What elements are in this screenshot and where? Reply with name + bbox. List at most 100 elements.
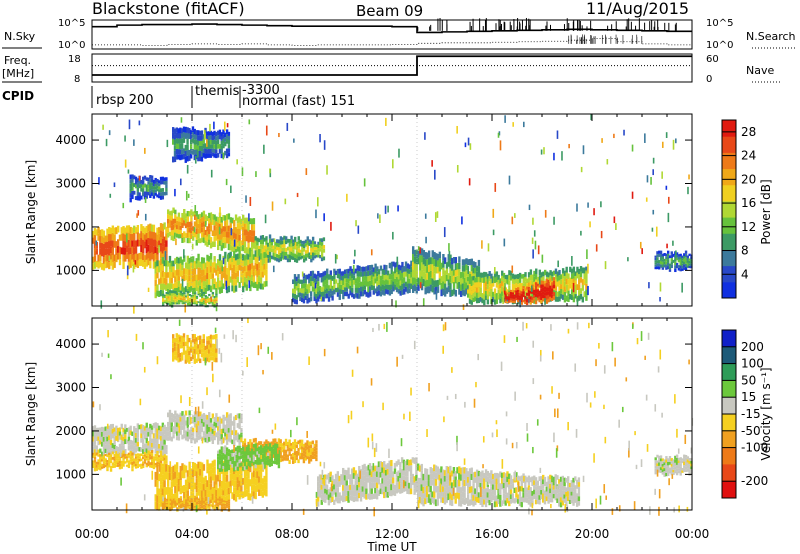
heatmap-cell: [93, 425, 97, 431]
heatmap-cell: [165, 471, 168, 480]
heatmap-cell: [124, 247, 127, 255]
heatmap-cell: [302, 443, 306, 448]
heatmap-cell: [270, 255, 274, 259]
heatmap-speckle: [323, 213, 325, 222]
heatmap-cell: [143, 451, 147, 455]
heatmap-cell: [129, 439, 132, 445]
heatmap-cell: [192, 275, 195, 282]
heatmap-cell: [186, 293, 190, 296]
heatmap-speckle: [226, 123, 229, 128]
heatmap-cell: [283, 243, 286, 248]
heatmap-cell: [150, 442, 154, 448]
heatmap-speckle: [346, 193, 348, 202]
heatmap-cell: [227, 418, 231, 424]
heatmap-cell: [238, 246, 241, 254]
heatmap-cell: [209, 418, 213, 423]
heatmap-cell: [118, 466, 122, 470]
heatmap-cell: [193, 298, 197, 301]
heatmap-speckle: [109, 193, 112, 198]
heatmap-cell: [538, 293, 541, 297]
heatmap-cell: [133, 458, 136, 462]
heatmap-cell: [124, 461, 127, 464]
heatmap-cell: [302, 450, 306, 454]
heatmap-cell: [211, 291, 215, 295]
heatmap-cell: [192, 492, 195, 500]
heatmap-cell: [283, 441, 286, 446]
heatmap-cell: [202, 257, 206, 264]
heatmap-cell: [215, 140, 218, 146]
heatmap-cell: [174, 419, 177, 425]
heatmap-cell: [158, 434, 161, 440]
heatmap-cell: [133, 461, 136, 464]
heatmap-cell: [654, 257, 657, 261]
heatmap-cell: [293, 288, 297, 294]
heatmap-cell: [213, 426, 216, 431]
heatmap-cell: [279, 439, 282, 444]
heatmap-cell: [100, 441, 104, 447]
heatmap-cell: [661, 259, 665, 262]
heatmap-cell: [236, 217, 240, 224]
heatmap-cell: [197, 228, 200, 234]
heatmap-cell: [313, 252, 317, 256]
heatmap-cell: [297, 244, 300, 249]
heatmap-cell: [109, 429, 113, 435]
heatmap-cell: [324, 275, 327, 281]
heatmap-cell: [265, 468, 268, 476]
heatmap-cell: [242, 260, 245, 267]
heatmap-cell: [479, 272, 482, 278]
heatmap-cell: [165, 431, 168, 436]
heatmap-cell: [207, 153, 211, 158]
heatmap-cell: [245, 284, 248, 291]
heatmap-cell: [175, 417, 179, 423]
heatmap-speckle: [659, 282, 662, 292]
heatmap-cell: [186, 221, 190, 228]
heatmap-cell: [154, 427, 157, 433]
heatmap-cell: [177, 225, 181, 230]
heatmap-cell: [367, 286, 370, 293]
heatmap-cell: [390, 466, 393, 473]
heatmap-cell: [470, 285, 473, 291]
heatmap-speckle: [137, 210, 140, 216]
heatmap-cell: [193, 280, 197, 288]
heatmap-cell: [394, 284, 397, 290]
heatmap-cell: [322, 237, 326, 242]
heatmap-cell: [490, 273, 493, 279]
heatmap-cell: [274, 253, 277, 257]
heatmap-cell: [340, 479, 343, 485]
heatmap-cell: [104, 430, 107, 436]
heatmap-cell: [274, 438, 277, 443]
heatmap-cell: [174, 500, 177, 508]
heatmap-cell: [193, 144, 196, 150]
heatmap-cell: [267, 242, 270, 247]
heatmap-cell: [425, 497, 429, 503]
heatmap-speckle: [519, 300, 521, 308]
heatmap-cell: [217, 283, 220, 290]
heatmap-cell: [427, 257, 431, 265]
heatmap-cell: [304, 287, 307, 292]
heatmap-cell: [361, 271, 365, 277]
heatmap-cell: [302, 447, 306, 451]
heatmap-cell: [317, 296, 320, 302]
heatmap-cell: [131, 465, 134, 469]
heatmap-cell: [486, 278, 490, 284]
heatmap-cell: [243, 490, 247, 497]
heatmap-cell: [156, 444, 159, 450]
heatmap-cell: [265, 244, 268, 250]
heatmap-cell: [376, 281, 379, 287]
heatmap-cell: [536, 276, 540, 282]
heatmap-cell: [172, 207, 175, 214]
heatmap-cell: [322, 245, 326, 249]
heatmap-cell: [454, 270, 458, 277]
heatmap-cell: [174, 464, 177, 472]
heatmap-cell: [385, 274, 388, 280]
heatmap-cell: [113, 227, 116, 235]
heatmap-cell: [304, 250, 308, 254]
heatmap-cell: [117, 458, 120, 461]
heatmap-cell: [102, 451, 106, 457]
heatmap-cell: [184, 150, 187, 157]
heatmap-cell: [136, 232, 140, 240]
heatmap-cell: [215, 263, 218, 270]
heatmap-cell: [249, 263, 252, 271]
heatmap-cell: [504, 301, 507, 304]
heatmap-cell: [508, 280, 511, 286]
